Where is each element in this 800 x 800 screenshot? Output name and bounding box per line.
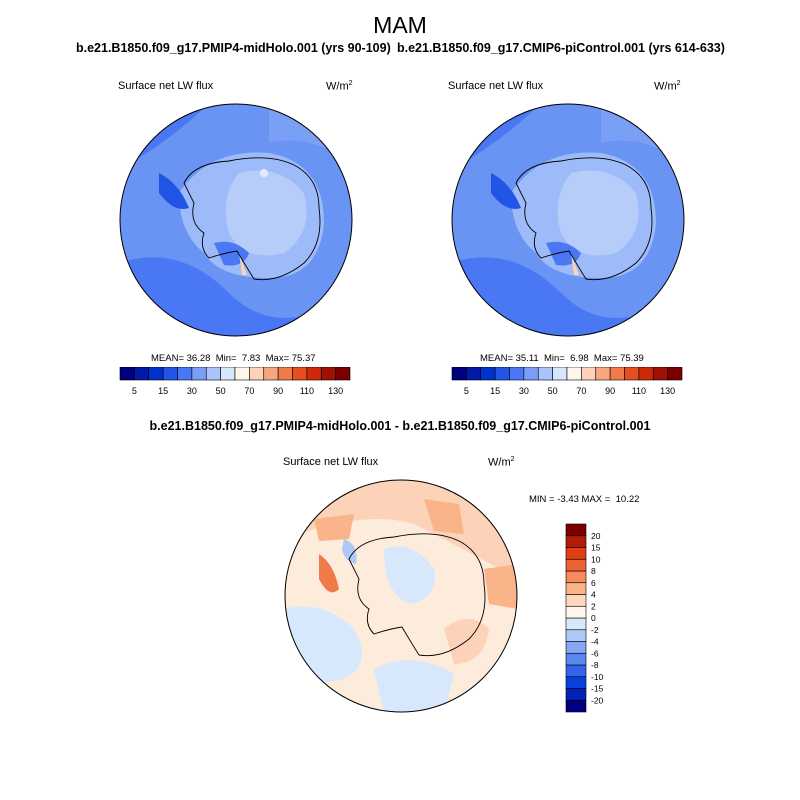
- panel-2-colorbar-box: [537, 367, 553, 381]
- diff-colorbar-tick-label: -15: [591, 684, 604, 694]
- panel-2-colorbar-tick-label: 130: [660, 386, 675, 396]
- panel-2-stats: MEAN= 35.11 Min= 6.98 Max= 75.39: [480, 353, 644, 364]
- diff-colorbar-tick-label: 8: [591, 566, 596, 576]
- panel-1-colorbar-tick-label: 110: [300, 386, 314, 396]
- panel-1-colorbar-box: [191, 367, 207, 381]
- panel-1-colorbar-box: [148, 367, 164, 381]
- diff-colorbar-tick-label: 2: [591, 601, 596, 611]
- panel-1-colorbar-tick-label: 15: [158, 386, 168, 396]
- difference-polar-map: [284, 479, 518, 713]
- panel-2-units: W/m2: [654, 80, 681, 93]
- diff-colorbar-tick-label: 20: [591, 531, 601, 541]
- panel-2-colorbar-tick-label: 110: [632, 386, 646, 396]
- panel-2-colorbar-box: [595, 367, 611, 381]
- panel-2-colorbar-box: [652, 367, 668, 381]
- panel-1-colorbar-tick-label: 5: [132, 386, 137, 396]
- diff-colorbar-box: [565, 570, 587, 584]
- panel-2-colorbar-box: [552, 367, 568, 381]
- panel-1-colorbar-box: [205, 367, 221, 381]
- panel-2-colorbar-box: [480, 367, 496, 381]
- panel-1-colorbar-tick-label: 70: [244, 386, 254, 396]
- panel-2-colorbar-box: [624, 367, 640, 381]
- panel-2-polar-map: [451, 103, 685, 337]
- panel-1-colorbar-box: [263, 367, 279, 381]
- panel-2-colorbar-tick-label: 15: [490, 386, 500, 396]
- diff-colorbar-box: [565, 594, 587, 607]
- diff-units: W/m2: [488, 456, 515, 469]
- panel-1-variable-label: Surface net LW flux: [118, 80, 214, 92]
- panel-2-colorbar: 5 15 30 50 70 90 110 130: [451, 367, 683, 396]
- diff-colorbar-tick-label: 6: [591, 578, 596, 588]
- diff-colorbar-box: [565, 523, 587, 537]
- diff-colorbar-tick-label: -20: [591, 695, 604, 705]
- panel-1-polar-map: [119, 103, 353, 337]
- diff-colorbar-box: [565, 605, 587, 619]
- difference-title: b.e21.B1850.f09_g17.PMIP4-midHolo.001 - …: [149, 419, 651, 433]
- panel-1-colorbar-box: [292, 367, 308, 381]
- diff-colorbar-tick-label: 0: [591, 613, 596, 623]
- panel-1-colorbar-box: [134, 367, 150, 381]
- panel-1-colorbar-box: [249, 367, 265, 381]
- diff-colorbar-box: [565, 652, 587, 666]
- diff-colorbar-box: [565, 629, 587, 642]
- season-title: MAM: [373, 12, 427, 38]
- diff-colorbar-box: [565, 617, 587, 631]
- diff-colorbar-box: [565, 699, 587, 713]
- panel-1-stats: MEAN= 36.28 Min= 7.83 Max= 75.37: [151, 353, 316, 364]
- panel-1-colorbar-box: [277, 367, 293, 381]
- diff-colorbar-box: [565, 582, 587, 595]
- panel-2-colorbar-box: [638, 367, 654, 381]
- diff-colorbar-box: [565, 535, 587, 548]
- panel-2-colorbar-tick-label: 70: [576, 386, 586, 396]
- panel-2-colorbar-box: [451, 367, 467, 381]
- panel-2-colorbar-box: [566, 367, 582, 381]
- diff-colorbar-box: [565, 547, 587, 560]
- diff-colorbar-tick-label: -6: [591, 648, 599, 658]
- panel-1-colorbar-tick-label: 130: [328, 386, 343, 396]
- panel-1-colorbar-tick-label: 30: [187, 386, 197, 396]
- diff-min-max: MIN = -3.43 MAX = 10.22: [529, 494, 640, 505]
- diff-colorbar-tick-label: 15: [591, 543, 601, 553]
- panel-2-colorbar-box: [509, 367, 525, 381]
- panel-1-colorbar-box: [306, 367, 322, 381]
- panel-2-colorbar-tick-label: 5: [464, 386, 469, 396]
- diff-colorbar-tick-label: -2: [591, 625, 599, 635]
- panel-1-colorbar-box: [335, 367, 351, 381]
- panel-2-case-title: b.e21.B1850.f09_g17.CMIP6-piControl.001 …: [397, 41, 725, 55]
- panel-1-colorbar-box: [119, 367, 135, 381]
- panel-1-colorbar-box: [234, 367, 250, 381]
- panel-1-colorbar-box: [220, 367, 236, 381]
- panel-2-colorbar-box: [494, 367, 510, 381]
- diff-colorbar-tick-label: -10: [591, 672, 604, 682]
- diff-colorbar-tick-label: -4: [591, 637, 599, 647]
- panel-2-colorbar-tick-label: 30: [519, 386, 529, 396]
- diff-colorbar-box: [565, 688, 587, 701]
- diff-variable-label: Surface net LW flux: [283, 456, 379, 468]
- panel-2-colorbar-tick-label: 50: [548, 386, 558, 396]
- diff-colorbar-tick-label: -8: [591, 660, 599, 670]
- diff-colorbar-tick-label: 4: [591, 590, 596, 600]
- panel-2-colorbar-box: [523, 367, 539, 381]
- panel-1-colorbar-box: [162, 367, 178, 381]
- panel-1-case-title: b.e21.B1850.f09_g17.PMIP4-midHolo.001 (y…: [76, 41, 391, 55]
- panel-2-colorbar-box: [609, 367, 625, 381]
- panel-2-colorbar-box: [667, 367, 683, 381]
- panel-1-units: W/m2: [326, 80, 353, 93]
- diff-colorbar-box: [565, 664, 587, 678]
- diff-colorbar-box: [565, 641, 587, 654]
- panel-1-colorbar: 5 15 30 50 70 90 110 130: [119, 367, 351, 396]
- panel-1-colorbar-tick-label: 50: [216, 386, 226, 396]
- panel-2-variable-label: Surface net LW flux: [448, 80, 544, 92]
- panel-2-colorbar-box: [466, 367, 482, 381]
- panel-1-colorbar-box: [320, 367, 336, 381]
- diff-colorbar-box: [565, 558, 587, 572]
- panel-2-colorbar-box: [581, 367, 597, 381]
- diff-colorbar-box: [565, 676, 587, 689]
- panel-1-colorbar-box: [177, 367, 193, 381]
- panel-1-colorbar-tick-label: 90: [273, 386, 283, 396]
- diff-colorbar-tick-label: 10: [591, 554, 601, 564]
- panel-2-colorbar-tick-label: 90: [605, 386, 615, 396]
